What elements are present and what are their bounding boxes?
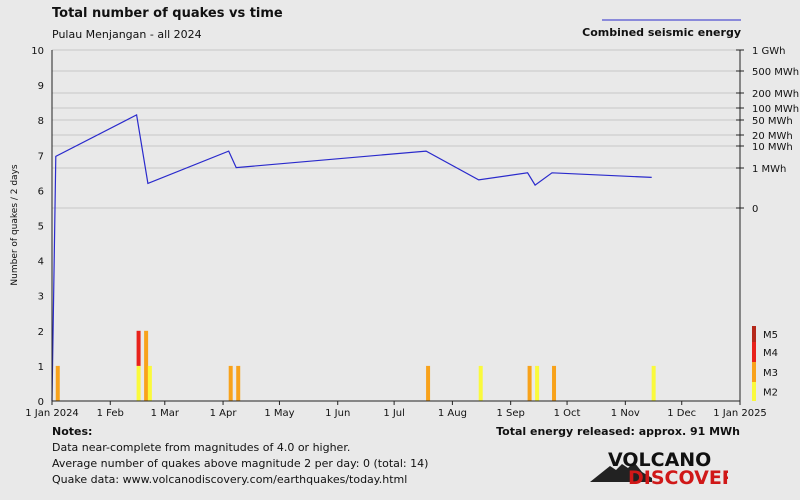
x-tick-label: 1 Sep <box>496 408 524 419</box>
note-line-2: Average number of quakes above magnitude… <box>52 457 429 470</box>
energy-tick-label: 1 MWh <box>752 164 786 175</box>
x-tick-label: 1 Feb <box>97 408 124 419</box>
energy-tick-label: 20 MWh <box>752 131 793 142</box>
energy-line <box>51 113 652 402</box>
quake-bar-m3 <box>144 330 149 401</box>
quake-bar-m2 <box>478 365 483 401</box>
x-tick-label: 1 Jun <box>325 408 350 419</box>
quake-bar-m2 <box>651 365 656 401</box>
volcano-discovery-logo: VOLCANO DISCOVERY <box>590 449 728 488</box>
y-tick-label: 7 <box>38 151 44 162</box>
y-tick-label: 2 <box>38 327 44 338</box>
x-tick-label: 1 Dec <box>667 408 696 419</box>
magnitude-legend: M5 M4 M3 M2 <box>752 326 778 401</box>
quake-bar-m2 <box>147 365 152 401</box>
y-tick-label: 1 <box>38 362 44 373</box>
y-tick-label: 3 <box>38 292 44 303</box>
quake-bar-m3 <box>552 365 557 401</box>
logo-text-discovery: DISCOVERY <box>628 467 728 488</box>
chart-bars <box>55 330 656 401</box>
chart-subtitle: Pulau Menjangan - all 2024 <box>52 28 202 41</box>
quake-bar-m3 <box>55 365 60 401</box>
x-tick-label: 1 May <box>264 408 294 419</box>
x-tick-label: 1 Jul <box>383 408 405 419</box>
logo-text-volcano: VOLCANO <box>608 449 711 471</box>
mag-legend-label-m5: M5 <box>763 330 778 341</box>
x-tick-label: 1 Oct <box>554 408 581 419</box>
quake-bar-m2 <box>136 365 141 401</box>
y-tick-label: 10 <box>31 46 44 57</box>
mag-legend-swatch-m5 <box>752 326 756 342</box>
x-tick-label: 1 Jan 2025 <box>713 408 767 419</box>
y-tick-label: 5 <box>38 222 44 233</box>
mag-legend-label-m3: M3 <box>763 368 778 379</box>
y-axis-label: Number of quakes / 2 days <box>10 164 20 285</box>
quake-bar-m3 <box>228 365 233 401</box>
quake-bar-m2 <box>535 365 540 401</box>
x-tick-label: 1 Aug <box>438 408 467 419</box>
energy-tick-label: 10 MWh <box>752 142 793 153</box>
y-tick-label: 6 <box>38 186 44 197</box>
total-energy-text: Total energy released: approx. 91 MWh <box>496 425 740 438</box>
y-tick-label: 4 <box>38 257 44 268</box>
energy-tick-label: 1 GWh <box>752 46 786 57</box>
energy-line-group <box>51 113 652 402</box>
quake-bar-m4 <box>136 330 141 366</box>
energy-tick-label: 50 MWh <box>752 116 793 127</box>
volcano-icon <box>590 462 652 482</box>
note-line-3: Quake data: www.volcanodiscovery.com/ear… <box>52 473 408 486</box>
energy-tick-label: 500 MWh <box>752 67 799 78</box>
energy-tick-label: 200 MWh <box>752 89 799 100</box>
mag-legend-label-m4: M4 <box>763 348 778 359</box>
legend-energy-label: Combined seismic energy <box>582 26 741 39</box>
mag-legend-swatch-m3 <box>752 362 756 382</box>
note-line-1: Data near-complete from magnitudes of 4.… <box>52 441 351 454</box>
chart-grid <box>52 49 740 209</box>
x-tick-label: 1 Apr <box>210 408 238 419</box>
energy-tick-label: 0 <box>752 204 758 215</box>
y-tick-label: 8 <box>38 116 44 127</box>
quake-bar-m3 <box>236 365 241 401</box>
notes-title: Notes: <box>52 425 93 438</box>
energy-tick-label: 100 MWh <box>752 104 799 115</box>
quake-bar-m3 <box>426 365 431 401</box>
mag-legend-label-m2: M2 <box>763 388 778 399</box>
x-tick-label: 1 Mar <box>151 408 180 419</box>
mag-legend-swatch-m2 <box>752 382 756 401</box>
quake-bar-m3 <box>527 365 532 401</box>
mag-legend-swatch-m4 <box>752 342 756 362</box>
x-tick-label: 1 Jan 2024 <box>25 408 79 419</box>
x-tick-label: 1 Nov <box>611 408 640 419</box>
y-tick-label: 0 <box>38 397 44 408</box>
y-tick-label: 9 <box>38 81 44 92</box>
chart-title: Total number of quakes vs time <box>52 6 283 21</box>
